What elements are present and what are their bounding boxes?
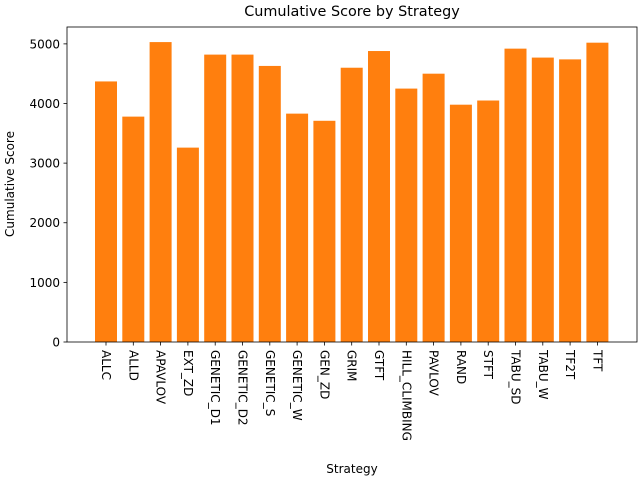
x-tick-label: RAND [454,350,468,384]
bar-genetic-s [258,65,281,342]
bars-group [95,42,609,343]
x-tick-label: TABU_W [536,349,550,400]
bar-genetic-d1 [204,54,227,342]
x-tick-label: HILL_CLIMBING [399,350,413,441]
y-tick-label: 4000 [29,97,60,111]
x-tick-label: GEN_ZD [317,350,331,399]
bar-apavlov [149,42,172,343]
x-tick-label: GENETIC_S [263,350,277,416]
bar-genetic-d2 [231,54,254,342]
x-tick-label: GENETIC_D1 [208,350,222,426]
bar-gtft [368,51,390,342]
y-tick-label: 0 [52,336,60,350]
x-axis: ALLC ALLD APAVLOV EXT_ZD GENETIC_D1 GENETIC_D… [99,342,604,441]
bar-gen-zd [313,120,336,342]
bar-rand [449,104,472,342]
x-tick-label: EXT_ZD [181,350,195,396]
bar-ext-zd [176,147,199,342]
bar-genetic-w [286,113,309,342]
x-tick-label: GENETIC_D2 [236,350,250,426]
x-axis-label: Strategy [326,462,377,476]
bar-tabu-w [531,57,554,342]
x-tick-label: APAVLOV [154,350,168,405]
x-tick-label: GTFT [372,350,386,381]
x-tick-label: ALLC [99,350,113,380]
bar-pavlov [422,73,445,343]
bar-grim [340,67,363,342]
y-tick-label: 1000 [29,276,60,290]
bar-tft [586,42,609,343]
y-axis: 0 1000 2000 3000 4000 5000 [29,37,67,350]
x-tick-label: STFT [481,350,495,380]
x-tick-label: ALLD [126,350,140,381]
x-tick-label: TABU_SD [509,349,523,404]
bar-hill-climbing [395,88,418,343]
bar-stft [477,100,500,343]
x-tick-label: PAVLOV [427,350,441,397]
bar-tabu-sd [504,48,527,342]
x-tick-label: TFT [590,349,604,372]
bar-alld [122,116,145,342]
y-tick-label: 5000 [29,37,60,51]
x-tick-label: GRIM [345,350,359,382]
chart-title: Cumulative Score by Strategy [244,4,460,20]
x-tick-label: TF2T [563,349,577,380]
x-tick-label: GENETIC_W [290,350,304,421]
y-tick-label: 3000 [29,157,60,171]
plot-frame [66,26,638,343]
y-tick-label: 2000 [29,216,60,230]
bar-tf2t [559,59,582,342]
bar-allc [95,81,117,343]
y-axis-label: Cumulative Score [3,131,17,237]
